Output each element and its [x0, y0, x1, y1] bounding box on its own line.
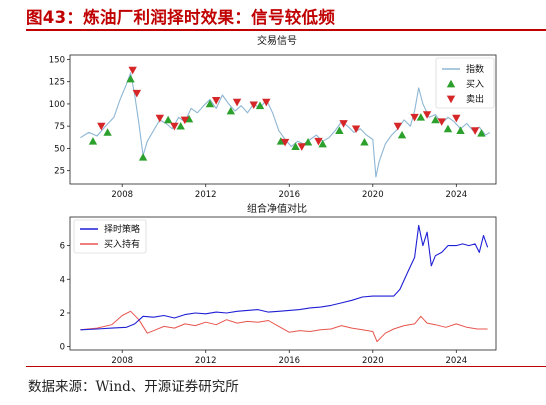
sell-marker	[280, 138, 290, 147]
sell-marker	[132, 89, 142, 98]
legend-index-label: 指数	[466, 63, 484, 75]
title-rule	[26, 29, 546, 31]
nav-x-tick-label: 2020	[362, 356, 384, 366]
sell-marker	[351, 125, 361, 134]
nav-x-tick-label: 2008	[111, 356, 133, 366]
legend-sell-label: 卖出	[466, 93, 484, 105]
nav-y-tick-label: 6	[60, 242, 65, 252]
sell-marker	[339, 120, 348, 128]
sell-marker	[452, 114, 461, 123]
sell-marker	[410, 113, 419, 122]
sell-marker	[180, 116, 190, 125]
sell-marker	[437, 118, 446, 126]
buy-marker	[126, 74, 135, 83]
legend-sell-swatch	[446, 95, 456, 104]
buy-marker	[88, 137, 98, 145]
buy-marker	[291, 142, 300, 150]
legend-buy-label: 买入	[466, 79, 484, 90]
sell-marker	[470, 127, 480, 135]
signal-x-tick-label: 2012	[195, 190, 217, 200]
source-note: 数据来源：Wind、开源证券研究所	[28, 379, 239, 395]
signal-y-tick-label: 50	[54, 144, 65, 154]
sell-marker	[422, 111, 432, 119]
buy-marker	[176, 121, 185, 130]
nav-y-tick-label: 2	[60, 309, 65, 319]
nav-x-tick-label: 2012	[195, 356, 217, 366]
strategy-line	[80, 224, 489, 331]
buy-marker	[138, 153, 148, 161]
nav-frame	[69, 216, 497, 351]
buy-marker	[303, 137, 313, 146]
signal-x-tick-label: 2016	[278, 190, 300, 200]
sell-marker	[232, 98, 242, 107]
sell-marker	[155, 114, 164, 123]
signal-panel-title: 交易信号	[257, 34, 297, 47]
buy-marker	[431, 115, 440, 124]
buy-marker	[255, 101, 265, 110]
signal-panel: 交易信号 2008 2012 2016 2020 2024 25 50 75 100 125 150…	[49, 34, 497, 200]
sell-marker	[211, 97, 221, 105]
sell-marker	[249, 101, 258, 110]
legend-strategy-label: 择时策略	[104, 223, 140, 235]
buy-marker	[184, 114, 194, 123]
sell-marker	[393, 122, 403, 131]
nav-panel-title: 组合净值对比	[247, 202, 307, 215]
sell-marker	[297, 143, 306, 151]
nav-y-tick-label: 4	[60, 275, 65, 285]
buy-marker	[205, 99, 215, 108]
signal-x-tick-label: 2024	[446, 190, 468, 200]
signal-y-tick-label: 100	[49, 100, 65, 110]
signal-legend-box	[435, 57, 495, 109]
source-rule	[26, 366, 546, 367]
nav-y-tick-label: 0	[60, 343, 65, 353]
buy-marker	[318, 139, 327, 148]
buy-marker	[335, 126, 344, 134]
buy-marker	[443, 124, 453, 133]
legend-buy-swatch	[446, 79, 456, 88]
buy-marker	[397, 130, 407, 139]
signal-y-tick-label: 25	[54, 167, 65, 177]
buy-marker	[163, 115, 173, 124]
buy-marker	[226, 106, 235, 115]
buy-marker	[103, 128, 112, 136]
signal-y-tick-label: 75	[54, 122, 65, 132]
sell-marker	[170, 122, 179, 131]
sell-marker	[97, 122, 106, 131]
sell-marker	[314, 137, 323, 146]
buy-marker	[416, 113, 426, 121]
index-line	[80, 72, 491, 178]
signal-x-tick-label: 2020	[362, 190, 384, 200]
buy-marker	[477, 129, 486, 137]
buy-marker	[456, 126, 465, 134]
figure-title: 图43：炼油厂利润择时效果：信号较低频	[26, 8, 336, 27]
buy-marker	[276, 137, 286, 145]
signal-y-tick-label: 125	[49, 78, 65, 88]
nav-x-tick-label: 2016	[278, 356, 300, 366]
nav-x-tick-label: 2024	[446, 356, 468, 366]
signal-x-tick-label: 2008	[111, 190, 133, 200]
signal-frame	[69, 54, 497, 185]
sell-marker	[262, 98, 271, 107]
sell-marker	[128, 66, 137, 75]
signal-y-tick-label: 150	[49, 55, 65, 65]
buy-marker	[360, 137, 369, 146]
hold-line	[80, 310, 488, 343]
legend-hold-label: 买入持有	[104, 238, 140, 250]
